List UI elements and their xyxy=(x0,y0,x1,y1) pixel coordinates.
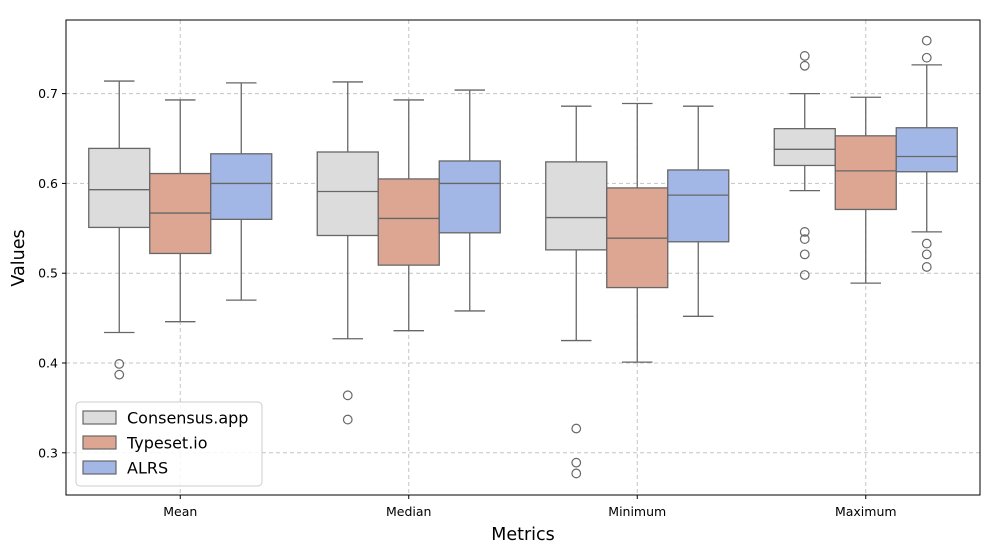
iqr-box xyxy=(210,153,273,220)
y-axis-label: Values xyxy=(9,229,29,286)
outlier-point xyxy=(921,238,932,249)
box-2-1 xyxy=(606,102,669,363)
iqr-box xyxy=(377,178,440,266)
x-tick-label: Minimum xyxy=(608,504,666,519)
outlier-point xyxy=(921,249,932,260)
iqr-box xyxy=(895,127,958,173)
box-layer xyxy=(88,35,958,479)
box-0-0 xyxy=(88,80,151,380)
outlier-point xyxy=(799,270,810,280)
iqr-box xyxy=(545,161,608,251)
box-0-2 xyxy=(210,82,273,301)
box-3-0 xyxy=(773,51,836,280)
outlier-point xyxy=(921,262,932,272)
legend-label: Typeset.io xyxy=(126,434,208,453)
legend: Consensus.app Typeset.io ALRS xyxy=(75,401,263,487)
box-2-2 xyxy=(667,105,730,317)
legend-frame xyxy=(75,401,263,487)
outlier-point xyxy=(342,390,353,401)
outlier-point xyxy=(799,60,810,71)
box-3-1 xyxy=(834,96,897,284)
outlier-point xyxy=(571,423,582,434)
y-tick-label: 0.5 xyxy=(38,266,58,281)
box-3-2 xyxy=(895,35,958,272)
iqr-box xyxy=(438,160,501,234)
iqr-box xyxy=(88,147,151,229)
outlier-point xyxy=(799,51,810,61)
box-1-0 xyxy=(316,81,379,425)
box-1-2 xyxy=(438,89,501,312)
y-tick-label: 0.6 xyxy=(38,176,58,191)
iqr-box xyxy=(316,151,379,237)
x-tick-label: Mean xyxy=(163,504,197,519)
iqr-box xyxy=(667,169,730,243)
box-2-0 xyxy=(545,105,608,479)
outlier-point xyxy=(799,227,810,237)
outlier-point xyxy=(921,52,932,63)
outlier-point xyxy=(342,414,353,425)
y-tick-label: 0.7 xyxy=(38,86,58,101)
tick-layer: 0.3 0.4 0.5 0.6 0.7 Mean Median Minimum Maximum xyxy=(38,86,896,519)
outlier-point xyxy=(799,234,810,244)
iqr-box xyxy=(773,127,836,167)
outlier-point xyxy=(571,468,582,479)
x-axis-label: Metrics xyxy=(491,525,555,545)
box-1-1 xyxy=(377,99,440,332)
outlier-point xyxy=(571,457,582,468)
outlier-point xyxy=(114,369,125,380)
outlier-point xyxy=(114,359,125,369)
legend-swatch xyxy=(82,410,117,425)
iqr-box xyxy=(834,135,897,211)
legend-label: ALRS xyxy=(127,459,168,478)
plot-frame xyxy=(65,19,981,496)
box-0-1 xyxy=(149,99,212,323)
legend-swatch xyxy=(82,435,117,450)
x-tick-label: Median xyxy=(386,504,431,519)
y-tick-label: 0.4 xyxy=(38,356,58,371)
x-tick-label: Maximum xyxy=(835,504,897,519)
outlier-point xyxy=(921,35,932,46)
legend-swatch xyxy=(82,460,117,475)
legend-label: Consensus.app xyxy=(127,409,248,428)
y-tick-label: 0.3 xyxy=(38,445,58,460)
outlier-point xyxy=(799,249,810,260)
